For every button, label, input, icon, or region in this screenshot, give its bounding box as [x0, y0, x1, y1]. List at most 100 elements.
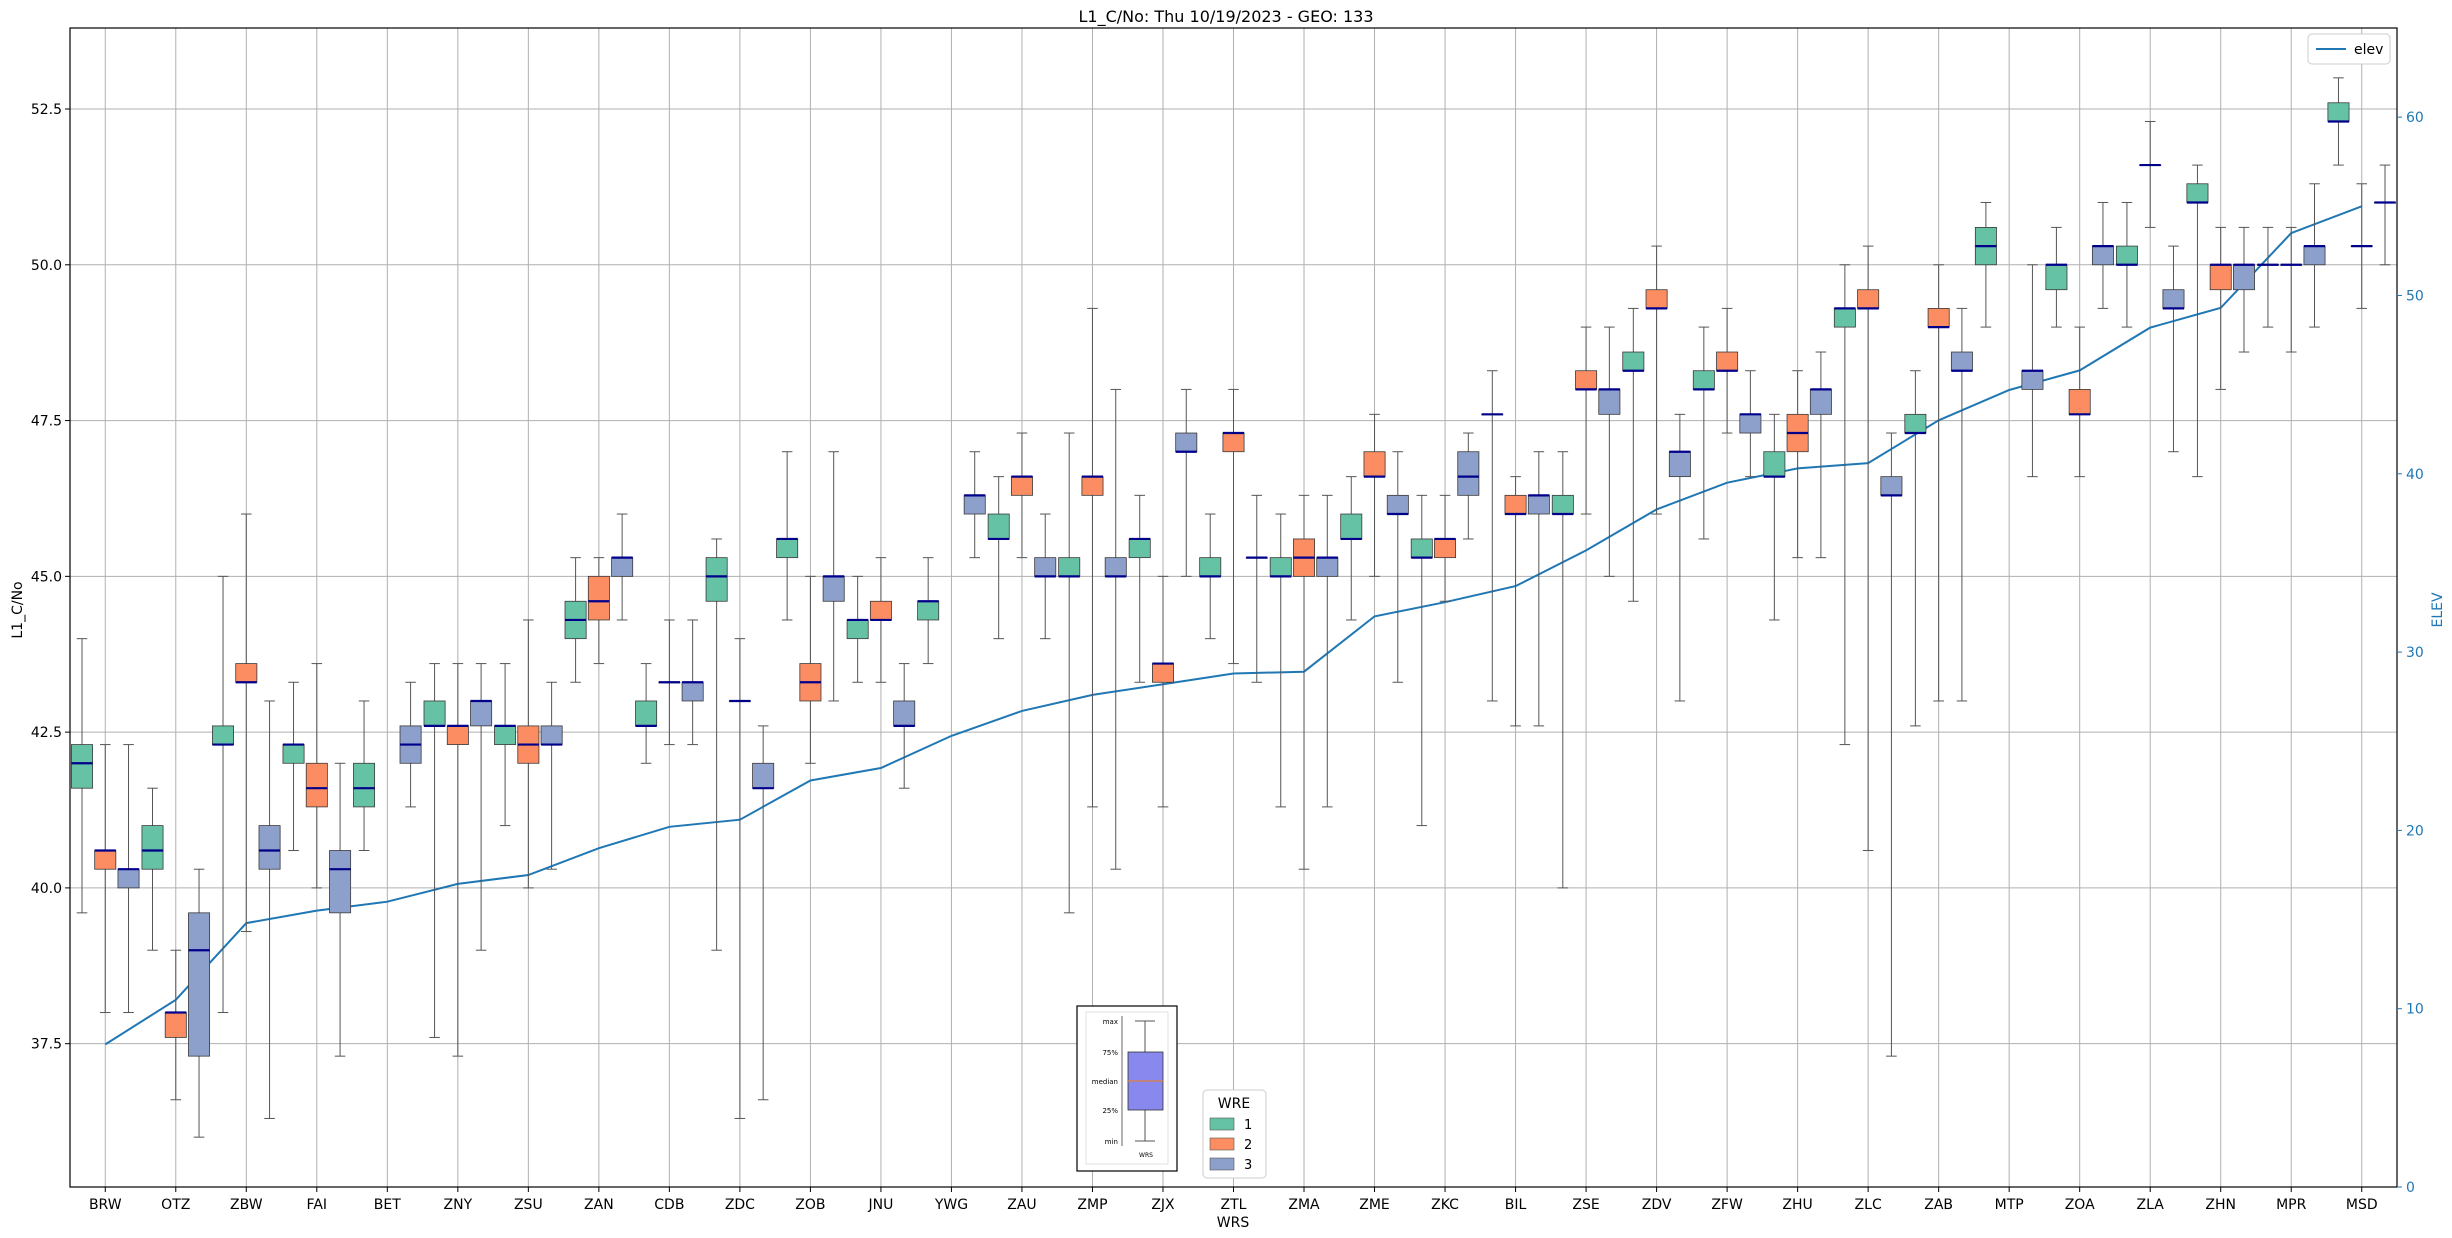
box-iqr	[611, 557, 634, 577]
y-right-tick-label: 50	[2406, 288, 2424, 304]
box-wrs-zau-wre-1	[987, 476, 1010, 640]
box-iqr	[1645, 289, 1668, 309]
box-wrs-ztl-wre-1	[1199, 513, 1222, 640]
box-iqr	[846, 619, 869, 640]
y-right-tick-label: 20	[2406, 823, 2424, 839]
wre-legend-frame	[1202, 1089, 1267, 1179]
box-wrs-otz-wre-2	[164, 949, 187, 1101]
y-tick-label: 37.5	[31, 1037, 62, 1053]
box-iqr	[681, 681, 704, 702]
box-iqr	[776, 538, 799, 559]
box-wrs-msd-wre-2	[2350, 183, 2373, 309]
y-tick-label: 52.5	[31, 102, 62, 118]
box-iqr	[1128, 538, 1151, 559]
y-right-tick-label: 60	[2406, 110, 2424, 126]
x-tick-label: ZMP	[1077, 1197, 1107, 1213]
box-iqr	[1104, 557, 1127, 577]
box-wrs-ztl-wre-3	[1245, 494, 1268, 683]
box-wrs-zfw-wre-3	[1739, 370, 1762, 478]
box-wrs-zdc-wre-3	[752, 725, 775, 1101]
x-tick-label: ZSE	[1572, 1197, 1599, 1213]
box-wrs-bil-wre-2	[1504, 476, 1527, 727]
box-iqr	[353, 762, 376, 808]
box-wrs-zbw-wre-1	[212, 575, 234, 1014]
elev-legend: elev	[2307, 33, 2391, 65]
box-wrs-zsu-wre-1	[494, 663, 517, 827]
box-iqr	[1692, 370, 1715, 390]
box-wrs-zla-wre-2	[2139, 120, 2162, 228]
box-iqr	[1668, 451, 1691, 478]
box-iqr	[1950, 351, 1973, 372]
box-wrs-zau-wre-3	[1034, 513, 1057, 640]
box-wrs-bil-wre-3	[1527, 451, 1550, 727]
box-iqr	[1269, 557, 1292, 577]
box-wrs-zsu-wre-2	[517, 619, 540, 889]
box-iqr	[987, 513, 1010, 540]
wre-legend-swatch-1	[1209, 1117, 1235, 1131]
box-wrs-cdb-wre-1	[635, 663, 658, 764]
box-wrs-zob-wre-3	[822, 451, 845, 702]
box-key-xlabel: WRS	[1139, 1152, 1153, 1159]
box-iqr	[2021, 370, 2044, 390]
box-wrs-zhn-wre-2	[2209, 226, 2232, 390]
box-wrs-zab-wre-1	[1904, 370, 1927, 727]
box-wrs-msd-wre-3	[2374, 164, 2396, 266]
box-iqr	[1434, 538, 1457, 559]
box-wrs-zdv-wre-2	[1645, 245, 1668, 515]
box-wrs-bet-wre-1	[353, 700, 376, 852]
box-wrs-zhu-wre-3	[1809, 351, 1832, 559]
box-iqr	[587, 575, 610, 621]
box-wrs-zlc-wre-1	[1833, 264, 1856, 746]
box-wrs-zsu-wre-3	[540, 681, 563, 870]
box-iqr	[963, 494, 986, 515]
box-iqr	[2162, 289, 2185, 309]
box-iqr	[446, 725, 469, 745]
x-tick-label: BIL	[1505, 1197, 1527, 1213]
x-tick-label: ZHN	[2205, 1197, 2236, 1213]
x-tick-label: ZMA	[1288, 1197, 1320, 1213]
box-iqr	[305, 762, 328, 808]
box-wrs-zdv-wre-1	[1622, 307, 1645, 602]
box-wrs-mpr-wre-1	[2256, 226, 2279, 328]
x-tick-label: ZFW	[1711, 1197, 1743, 1213]
x-tick-label: ZLC	[1855, 1197, 1882, 1213]
grid-lines	[70, 28, 2397, 1187]
box-iqr	[1763, 451, 1786, 478]
box-wrs-jnu-wre-3	[893, 663, 916, 789]
elev-legend-label: elev	[2354, 42, 2383, 58]
box-wrs-zla-wre-3	[2162, 245, 2185, 453]
box-iqr	[1857, 289, 1880, 309]
box-iqr	[2115, 245, 2138, 266]
box-wrs-ywg-wre-3	[963, 451, 986, 559]
box-iqr	[1575, 370, 1598, 390]
box-iqr	[1739, 413, 1762, 434]
box-wrs-zan-wre-1	[564, 557, 587, 683]
box-iqr	[1199, 557, 1222, 577]
box-iqr	[1927, 308, 1950, 328]
box-wrs-zhu-wre-2	[1786, 370, 1809, 559]
box-wrs-zan-wre-3	[611, 513, 634, 621]
box-wrs-mtp-wre-1	[1974, 201, 1997, 328]
y-axis-right: 0 10 20 30 40 50 60	[2397, 110, 2424, 1196]
box-wrs-zma-wre-3	[1316, 494, 1339, 808]
box-wrs-zhu-wre-1	[1763, 413, 1786, 621]
box-iqr	[164, 1012, 187, 1038]
y-tick-label: 42.5	[31, 725, 62, 741]
box-iqr	[540, 725, 563, 745]
box-iqr	[235, 663, 258, 683]
wre-legend-title: WRE	[1218, 1096, 1250, 1112]
y-right-tick-label: 10	[2406, 1002, 2424, 1018]
box-wrs-otz-wre-1	[141, 787, 164, 951]
x-tick-label: ZDV	[1642, 1197, 1672, 1213]
box-wrs-zfw-wre-2	[1716, 307, 1739, 434]
box-wrs-zdc-wre-2	[728, 638, 751, 1119]
box-wrs-zjx-wre-1	[1128, 494, 1151, 683]
box-iqr	[282, 744, 305, 764]
wre-legend-swatch-3	[1209, 1157, 1235, 1171]
y-axis-right-label: ELEV	[2430, 592, 2446, 627]
box-key-label-q3: 75%	[1102, 1049, 1118, 1057]
x-tick-label: ZBW	[230, 1197, 263, 1213]
box-wrs-zla-wre-1	[2115, 201, 2138, 328]
box-wrs-zau-wre-2	[1010, 432, 1033, 559]
